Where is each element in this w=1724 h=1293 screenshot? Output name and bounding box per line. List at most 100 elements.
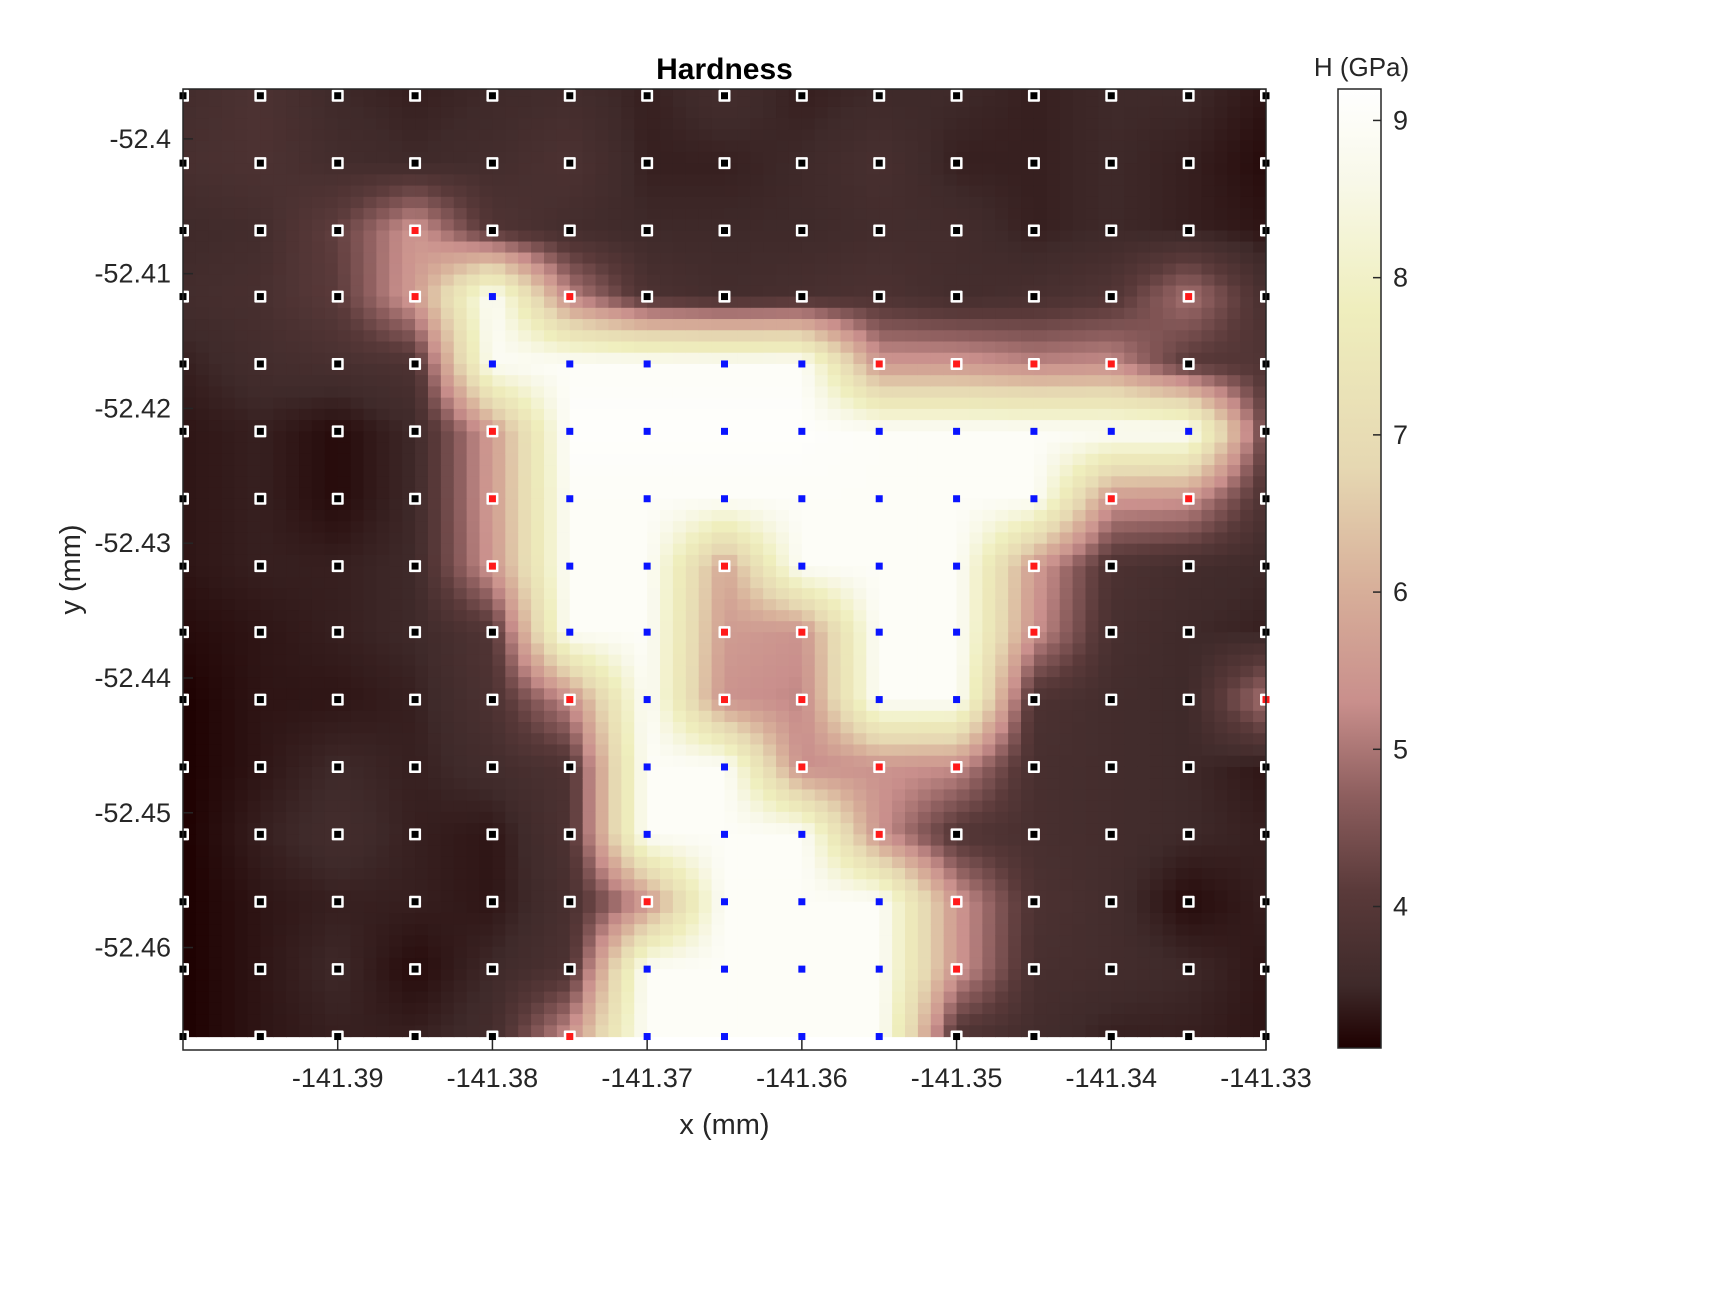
- heatmap-cell: [234, 688, 249, 701]
- heatmap-cell: [905, 710, 919, 723]
- heatmap-cell: [776, 296, 790, 309]
- heatmap-cell: [788, 296, 803, 309]
- heatmap-cell: [337, 554, 352, 567]
- heatmap-cell: [569, 554, 584, 567]
- heatmap-cell: [415, 241, 429, 254]
- heatmap-cell: [1201, 274, 1216, 287]
- heatmap-cell: [776, 487, 790, 500]
- heatmap-cell: [376, 208, 390, 220]
- heatmap-cell: [299, 151, 313, 164]
- heatmap-cell: [917, 330, 932, 343]
- heatmap-cell: [1175, 341, 1190, 354]
- heatmap-cell: [247, 163, 261, 175]
- heatmap-cell: [595, 375, 610, 388]
- heatmap-cell: [544, 453, 558, 466]
- heatmap-cell: [337, 722, 352, 734]
- heatmap-cell: [711, 263, 726, 276]
- heatmap-cell: [389, 610, 403, 622]
- heatmap-cell: [1046, 307, 1061, 320]
- heatmap-cell: [1111, 219, 1125, 232]
- heatmap-cell: [556, 588, 571, 600]
- heatmap-cell: [234, 307, 249, 320]
- heatmap-cell: [569, 397, 584, 410]
- heatmap-cell: [427, 352, 442, 365]
- heatmap-cell: [453, 431, 468, 444]
- heatmap-cell: [892, 196, 906, 209]
- heatmap-cell: [1098, 621, 1112, 633]
- heatmap-cell: [389, 643, 403, 656]
- heatmap-cell: [879, 95, 893, 108]
- heatmap-cell: [621, 129, 635, 142]
- heatmap-cell: [1021, 140, 1035, 153]
- heatmap-cell: [763, 453, 777, 466]
- heatmap-cell: [1227, 554, 1241, 567]
- heatmap-cell: [853, 319, 867, 331]
- heatmap-cell: [415, 744, 429, 757]
- heatmap-cell: [711, 755, 726, 768]
- heatmap-cell: [1137, 151, 1151, 164]
- heatmap-cell: [1046, 733, 1061, 746]
- heatmap-cell: [286, 163, 300, 175]
- heatmap-cell: [260, 241, 274, 254]
- heatmap-cell: [195, 621, 210, 633]
- heatmap-cell: [969, 643, 983, 656]
- heatmap-cell: [518, 296, 532, 309]
- heatmap-cell: [608, 599, 622, 611]
- heatmap-cell: [453, 710, 468, 723]
- heatmap-cell: [685, 476, 700, 489]
- heatmap-cell: [324, 330, 339, 343]
- heatmap-cell: [750, 509, 764, 522]
- heatmap-cell: [982, 566, 996, 578]
- heatmap-cell: [608, 665, 622, 678]
- heatmap-cell: [1253, 599, 1266, 611]
- heatmap-cell: [556, 352, 571, 365]
- heatmap-cell: [183, 151, 197, 164]
- heatmap-cell: [427, 174, 442, 187]
- heatmap-cell: [466, 140, 481, 153]
- heatmap-cell: [363, 699, 377, 712]
- heatmap-cell: [1059, 665, 1074, 678]
- heatmap-cell: [1033, 498, 1048, 511]
- heatmap-cell: [801, 733, 816, 746]
- heatmap-cell: [1072, 397, 1087, 410]
- heatmap-cell: [750, 476, 764, 489]
- heatmap-cell: [1072, 386, 1087, 399]
- heatmap-cell: [1111, 577, 1125, 589]
- heatmap-cell: [1098, 230, 1112, 243]
- heatmap-cell: [917, 397, 932, 410]
- heatmap-cell: [698, 352, 713, 365]
- heatmap-cell: [853, 688, 867, 701]
- heatmap-cell: [183, 397, 197, 410]
- heatmap-cell: [1021, 420, 1035, 432]
- heatmap-cell: [660, 174, 674, 187]
- heatmap-cell: [827, 532, 842, 545]
- heatmap-cell: [621, 319, 635, 331]
- heatmap-cell: [840, 95, 855, 108]
- heatmap-cell: [879, 185, 893, 198]
- heatmap-cell: [544, 95, 558, 108]
- heatmap-cell: [1175, 442, 1190, 455]
- heatmap-cell: [814, 185, 829, 198]
- heatmap-cell: [1240, 543, 1254, 556]
- heatmap-cell: [647, 106, 661, 119]
- heatmap-cell: [776, 665, 790, 678]
- heatmap-cell: [505, 241, 519, 254]
- heatmap-cell: [608, 453, 622, 466]
- heatmap-cell: [595, 230, 610, 243]
- heatmap-cell: [1188, 610, 1203, 622]
- heatmap-cell: [840, 185, 855, 198]
- heatmap-cell: [1021, 543, 1035, 556]
- heatmap-cell: [879, 509, 893, 522]
- heatmap-cell: [956, 476, 971, 489]
- heatmap-cell: [595, 319, 610, 331]
- heatmap-cell: [518, 274, 532, 287]
- heatmap-cell: [363, 241, 377, 254]
- heatmap-cell: [1021, 755, 1035, 768]
- heatmap-cell: [840, 163, 855, 175]
- heatmap-cell: [492, 566, 506, 578]
- heatmap-cell: [376, 577, 390, 589]
- heatmap-cell: [905, 106, 919, 119]
- heatmap-cell: [814, 307, 829, 320]
- heatmap-cell: [763, 263, 777, 276]
- heatmap-cell: [518, 230, 532, 243]
